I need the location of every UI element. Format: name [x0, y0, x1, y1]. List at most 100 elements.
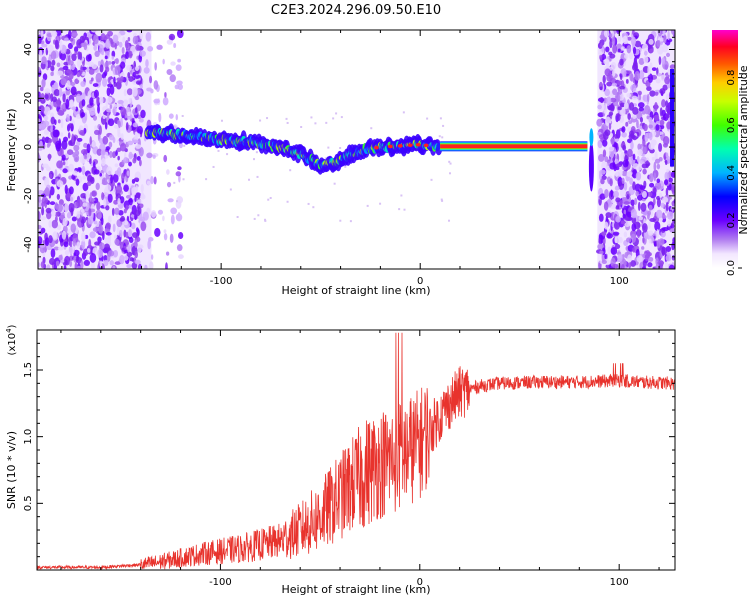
- spectrogram-cell: [165, 251, 170, 256]
- spectrogram-cell: [615, 205, 620, 210]
- spectrogram-cell: [617, 34, 622, 43]
- spectrogram-cell: [89, 158, 92, 165]
- spectrogram-cell: [105, 231, 112, 236]
- spectrogram-cell: [641, 246, 645, 250]
- spectrogram-speck: [448, 219, 451, 222]
- spectrogram-cell: [111, 151, 117, 159]
- spectrogram-cell: [108, 141, 113, 148]
- spectrogram-cell: [109, 104, 113, 109]
- spectrogram-cell: [658, 142, 663, 152]
- spectrogram-cell: [654, 158, 661, 164]
- spectrogram-cell: [162, 58, 165, 65]
- spectrogram-cell: [126, 264, 132, 269]
- spectrogram-cell: [599, 171, 602, 181]
- spectrogram-cell: [635, 190, 639, 197]
- spectrogram-cell: [59, 87, 63, 97]
- spectrogram-cell: [640, 202, 647, 212]
- spectrogram-cell: [653, 114, 660, 121]
- spectrogram-cell: [105, 222, 111, 230]
- spectrogram-cell: [150, 254, 154, 260]
- spectrogram-speck: [248, 178, 251, 181]
- spectrogram-cell: [107, 215, 112, 224]
- spectrogram-cell: [170, 207, 178, 215]
- spectrogram-speck: [269, 196, 272, 199]
- spectrogram-cell: [670, 30, 675, 35]
- spectrogram-cell: [105, 39, 111, 50]
- spectrogram-cell: [113, 234, 118, 239]
- spectrogram-cell: [38, 195, 41, 203]
- spectrogram-cell: [646, 93, 650, 103]
- spectrogram-cell: [644, 105, 651, 115]
- spectrogram-cell: [144, 264, 148, 269]
- spectrogram-cell: [642, 236, 645, 244]
- spectrogram-cell: [177, 166, 182, 171]
- spectrogram-cell: [597, 243, 605, 250]
- spectrogram-cell: [86, 66, 90, 72]
- spectrogram-cell: [136, 156, 141, 161]
- spectrogram-panel: -100 0 100 -40 -20 0 20 40 Height of straight …: [5, 29, 676, 297]
- spectrogram-cell: [656, 163, 661, 170]
- spectrogram-cell: [135, 80, 142, 85]
- spectrogram-cell: [111, 60, 116, 65]
- spectrogram-cell: [176, 30, 184, 39]
- spectrogram-cell: [621, 46, 625, 51]
- spectrogram-cell: [134, 131, 138, 140]
- spectrogram-cell: [60, 118, 64, 129]
- spectrogram-cell: [71, 216, 77, 222]
- spectrogram-cell: [41, 106, 45, 112]
- spectrogram-speck: [286, 121, 289, 124]
- spectrogram-cell: [43, 115, 49, 121]
- spectrogram-cell: [629, 177, 634, 185]
- spectrogram-cell: [619, 73, 623, 81]
- spectrogram-cell: [90, 261, 95, 269]
- spectrogram-cell: [106, 166, 113, 176]
- x-tick-label: -100: [210, 276, 233, 287]
- spectrogram-cell: [661, 109, 666, 117]
- spectrogram-speck: [253, 158, 256, 161]
- spectrogram-cell: [125, 122, 129, 131]
- spectrogram-cell: [41, 78, 46, 88]
- spectrogram-cell: [127, 244, 131, 253]
- spectrogram-cell: [111, 55, 115, 60]
- spectrogram-cell: [59, 210, 65, 221]
- spectrogram-cell: [644, 132, 649, 142]
- spectrogram-cell: [49, 201, 56, 206]
- spectrogram-cell: [135, 227, 139, 233]
- spectrogram-cell: [74, 150, 80, 156]
- spectrogram-cell: [178, 254, 184, 259]
- spectrogram-cell: [88, 238, 92, 249]
- spectrogram-cell: [623, 231, 628, 238]
- spectrogram-cell: [139, 50, 146, 57]
- spectrogram-cell: [655, 209, 663, 219]
- spectrogram-cell: [603, 58, 610, 65]
- spectrogram-cell: [628, 261, 632, 269]
- spectrogram-speck: [289, 169, 292, 172]
- spectrogram-cell: [137, 263, 142, 269]
- spectrogram-cell: [82, 60, 85, 67]
- spectrogram-cell: [156, 44, 163, 50]
- spectrogram-cell: [63, 136, 69, 143]
- spectrogram-cell: [611, 198, 616, 204]
- spectrogram-cell: [632, 163, 639, 170]
- spectrogram-cell: [604, 88, 610, 97]
- spectrogram-speck: [430, 178, 433, 181]
- spectrogram-cell: [103, 198, 107, 208]
- spectrogram-cell: [84, 234, 89, 239]
- spectrogram-cell: [99, 172, 103, 177]
- spectrogram-cell: [137, 125, 144, 135]
- spectrogram-cell: [64, 37, 69, 42]
- spectrogram-cell: [101, 72, 107, 79]
- spectrogram-cell: [66, 80, 71, 90]
- spectrogram-cell: [50, 71, 54, 77]
- spectrogram-cell: [619, 188, 627, 198]
- spectrogram-cell: [84, 95, 89, 101]
- spectrogram-cell: [95, 72, 103, 83]
- spectrogram-cell: [80, 81, 86, 87]
- spectrogram-cell: [178, 174, 181, 183]
- spectrogram-cell: [125, 51, 130, 60]
- spectrogram-cell: [140, 184, 144, 193]
- spectrogram-cell: [105, 146, 111, 151]
- spectrogram-cell: [648, 256, 654, 262]
- spectrogram-cell: [598, 153, 605, 162]
- spectrogram-cell: [606, 96, 612, 107]
